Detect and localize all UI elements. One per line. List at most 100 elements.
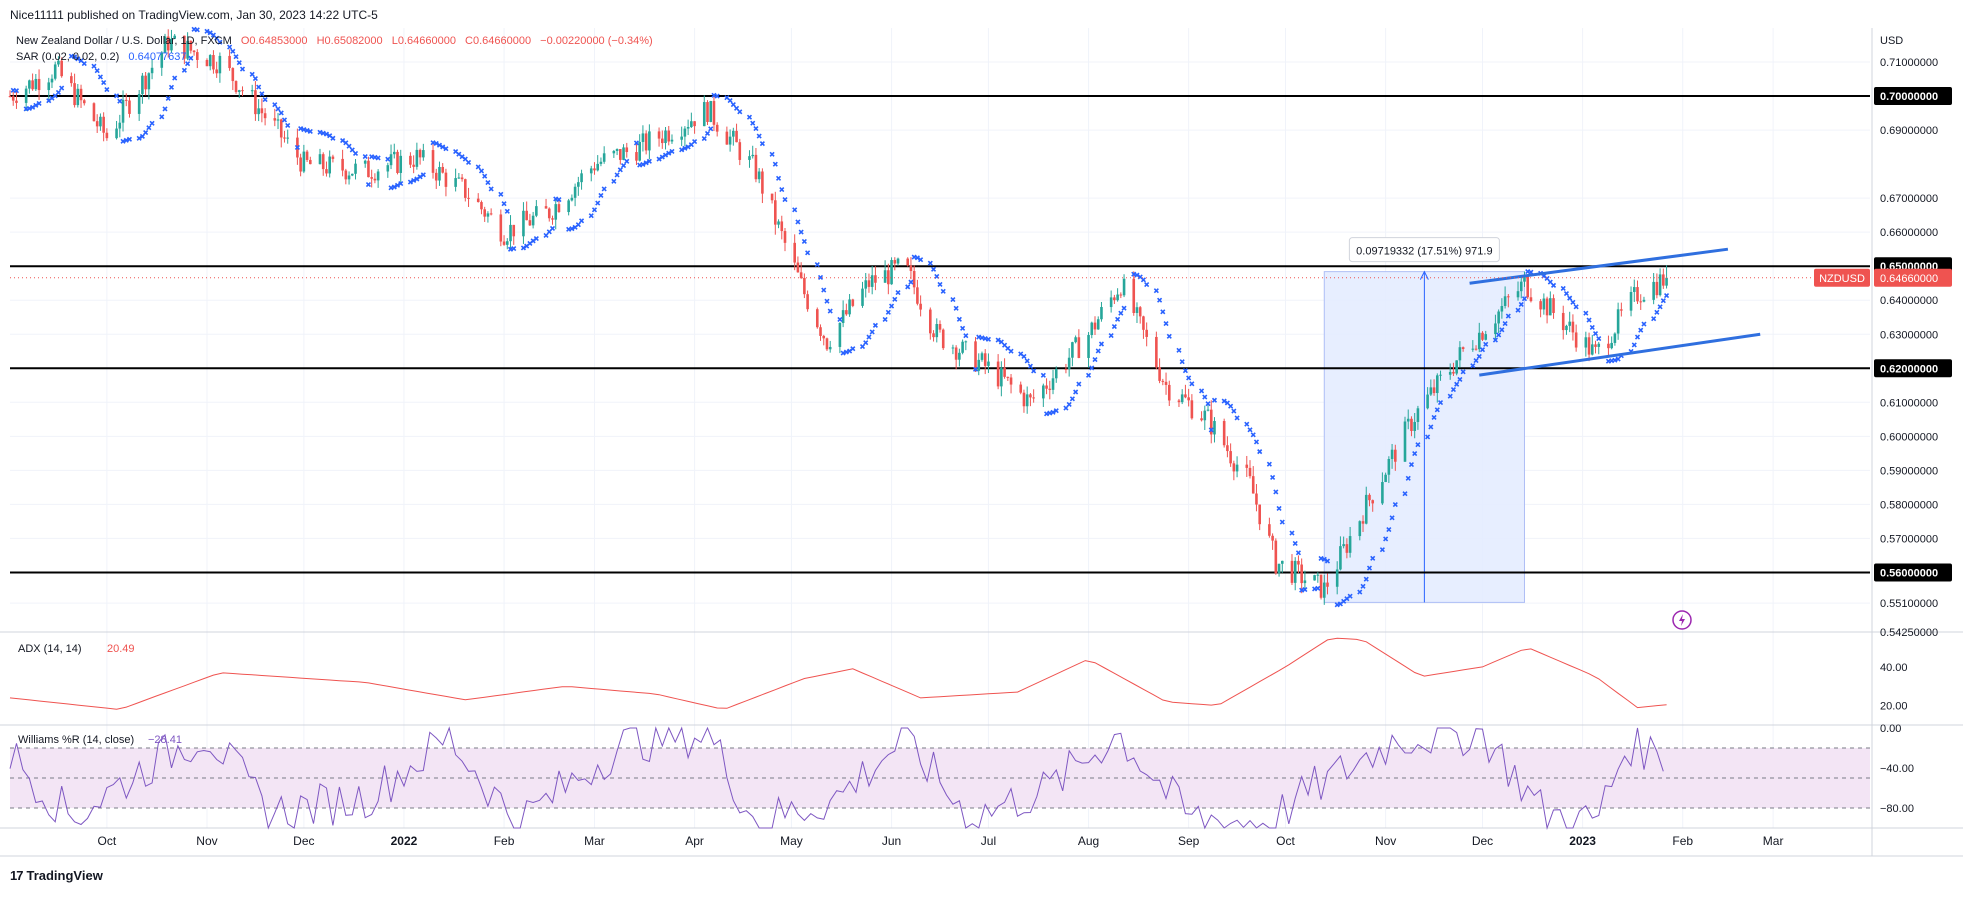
sar-point	[1069, 396, 1075, 402]
tradingview-logo[interactable]: 17 TradingView	[10, 868, 103, 883]
symbol-legend[interactable]: New Zealand Dollar / U.S. Dollar, 1D, FX…	[16, 35, 653, 47]
sar-point	[1479, 347, 1486, 353]
candle-body	[1116, 294, 1119, 301]
price-tick-label: 0.57000000	[1880, 533, 1938, 545]
candle-body	[916, 287, 919, 304]
candle-body	[183, 35, 186, 59]
candle-body	[1345, 544, 1349, 553]
candle-body	[780, 221, 784, 232]
candle-body	[1432, 387, 1436, 394]
candle-body	[1348, 536, 1352, 553]
sar-point	[181, 67, 187, 73]
candle-body	[192, 50, 196, 53]
candle-body	[367, 160, 370, 178]
sar-point	[1347, 593, 1353, 599]
candle-body	[1258, 504, 1261, 525]
sar-point	[995, 337, 1001, 343]
candle-body	[344, 170, 348, 180]
candle-body	[1316, 574, 1320, 576]
time-tick-label: Feb	[494, 834, 515, 848]
candle-body	[60, 60, 63, 77]
candle-body	[1500, 305, 1504, 312]
sar-point	[1234, 415, 1240, 421]
time-tick-label: Sep	[1178, 834, 1200, 848]
sar-point	[214, 35, 220, 41]
sar-point	[801, 238, 807, 245]
time-tick-label: 2023	[1569, 834, 1596, 848]
price-tick-label: 0.63000000	[1880, 329, 1938, 341]
sar-point	[262, 96, 268, 103]
candle-body	[1222, 421, 1226, 446]
sar-point	[249, 71, 255, 77]
sar-point	[307, 128, 313, 134]
candle-body	[1568, 321, 1571, 326]
candle-body	[1607, 343, 1610, 349]
candle-body	[935, 324, 939, 338]
sar-point	[1434, 407, 1440, 413]
sar-point	[1050, 409, 1056, 415]
sar-point	[1053, 408, 1059, 414]
sar-point	[188, 55, 194, 61]
sar-point	[330, 135, 336, 141]
candle-body	[841, 310, 845, 323]
candle-body	[528, 220, 532, 226]
sar-point	[475, 164, 481, 170]
adx-legend-label: ADX (14, 14)	[18, 643, 82, 655]
price-tick-label: 0.58000000	[1880, 499, 1938, 511]
candle-body	[1322, 582, 1326, 598]
sar-point	[1366, 565, 1373, 571]
candle-body	[1494, 323, 1497, 335]
sar-point	[1228, 403, 1234, 409]
sar-point	[281, 117, 288, 123]
sar-legend[interactable]: SAR (0.02, 0.02, 0.2) 0.64077637	[16, 51, 187, 63]
measure-label-box	[1348, 237, 1500, 263]
candle-body	[1025, 394, 1029, 407]
candle-body	[150, 67, 154, 74]
sar-point	[1324, 558, 1331, 564]
sar-point	[1140, 277, 1147, 283]
candle-body	[589, 168, 593, 174]
candle-body	[92, 103, 96, 122]
sar-point	[1092, 357, 1098, 363]
last-price-tag	[1874, 268, 1952, 287]
candle-body	[1452, 371, 1455, 374]
price-tick-label: 0.55100000	[1880, 598, 1938, 610]
time-tick-label: Aug	[1078, 834, 1099, 848]
sar-point	[1111, 324, 1117, 330]
currency-label: USD	[1880, 35, 1903, 47]
candle-body	[234, 81, 238, 92]
candle-body	[1077, 337, 1081, 358]
candle-body	[1290, 560, 1294, 583]
candle-body	[1093, 322, 1097, 330]
candle-body	[1064, 368, 1068, 370]
sar-point	[1131, 271, 1137, 277]
sar-point	[1379, 547, 1385, 553]
candle-body	[1297, 560, 1300, 565]
sar-point	[782, 196, 788, 203]
ohlc-high: H0.65082000	[316, 35, 383, 47]
candle-body	[389, 154, 393, 166]
sar-point	[1405, 475, 1411, 481]
sar-point	[136, 135, 142, 141]
candle-body	[706, 102, 709, 122]
sar-point	[159, 114, 165, 120]
candle-body	[305, 151, 309, 160]
candle-body	[31, 80, 34, 90]
sar-point	[1389, 515, 1395, 521]
candle-body	[499, 214, 503, 242]
sar-point	[298, 126, 304, 132]
sar-point	[1118, 310, 1124, 316]
candle-body	[1413, 421, 1416, 431]
sar-point	[1360, 583, 1366, 589]
wr-tick-label: −40.00	[1880, 763, 1914, 775]
sar-point	[1115, 316, 1121, 322]
sar-point	[1657, 304, 1663, 310]
sar-point	[101, 79, 107, 86]
candle-body	[777, 221, 780, 225]
candle-body	[531, 215, 535, 226]
sar-point	[1208, 427, 1214, 433]
candle-body	[870, 275, 874, 287]
candle-body	[635, 152, 638, 161]
sar-point	[840, 350, 846, 356]
